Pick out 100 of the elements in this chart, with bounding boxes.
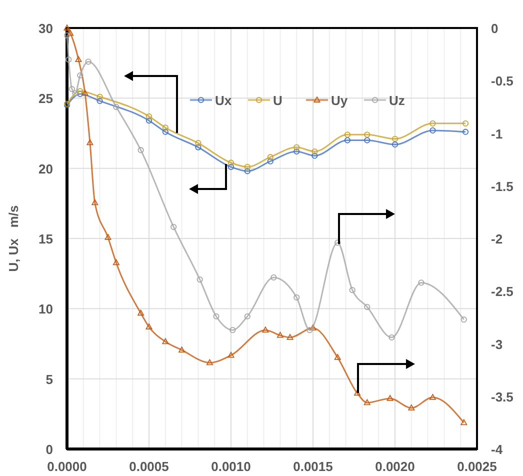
point bbox=[244, 164, 250, 170]
point bbox=[429, 394, 436, 400]
point bbox=[228, 164, 234, 170]
x-tick-label: 0.0015 bbox=[293, 459, 333, 474]
point bbox=[96, 98, 103, 104]
point bbox=[213, 313, 220, 320]
point bbox=[349, 287, 356, 294]
point bbox=[344, 137, 350, 144]
point bbox=[244, 313, 250, 320]
point bbox=[77, 72, 84, 78]
point bbox=[462, 120, 469, 126]
point bbox=[82, 90, 88, 96]
y-axis-title: U, Ux m/s bbox=[6, 205, 21, 272]
point bbox=[244, 168, 250, 174]
point bbox=[386, 395, 394, 401]
y2-tick-label: -0.5 bbox=[491, 74, 514, 89]
point bbox=[96, 94, 103, 100]
point bbox=[68, 86, 75, 92]
point bbox=[408, 404, 415, 410]
y-tick-label: 5 bbox=[46, 372, 53, 387]
legend-label: Uy bbox=[331, 93, 348, 108]
point bbox=[195, 144, 202, 150]
point bbox=[77, 90, 84, 98]
point bbox=[306, 327, 313, 334]
y-tick-label: 20 bbox=[38, 161, 53, 176]
point bbox=[294, 294, 300, 300]
point bbox=[430, 120, 436, 126]
y-tick-label: 30 bbox=[38, 21, 53, 36]
point bbox=[262, 326, 269, 333]
y2-tick-label: -2 bbox=[491, 232, 503, 246]
y2-tick-label: -1.5 bbox=[491, 178, 514, 194]
point bbox=[344, 132, 350, 138]
point bbox=[334, 354, 341, 360]
point bbox=[170, 224, 177, 230]
point bbox=[276, 332, 284, 338]
y2-tick-label: -1 bbox=[491, 126, 503, 142]
point bbox=[310, 324, 316, 330]
point bbox=[430, 127, 436, 134]
point bbox=[146, 323, 152, 330]
x-tick-label: 0.0025 bbox=[457, 459, 497, 474]
point bbox=[195, 140, 202, 146]
point bbox=[146, 113, 152, 120]
y2-tick-label: -2.5 bbox=[491, 284, 514, 300]
point bbox=[228, 160, 234, 166]
point bbox=[312, 148, 318, 155]
point bbox=[67, 30, 74, 36]
point bbox=[77, 88, 84, 94]
y-tick-label: 15 bbox=[38, 232, 53, 246]
y2-tick-label: -3 bbox=[491, 336, 503, 352]
point bbox=[392, 141, 398, 148]
point bbox=[72, 90, 78, 96]
point bbox=[138, 147, 144, 154]
point bbox=[364, 137, 370, 144]
point bbox=[388, 334, 395, 340]
point bbox=[267, 158, 274, 164]
point bbox=[162, 338, 169, 344]
point bbox=[312, 152, 318, 159]
y-tick-label: 0 bbox=[46, 442, 53, 457]
legend-label: Ux bbox=[215, 93, 232, 108]
point bbox=[270, 274, 277, 280]
x-tick-label: 0.0020 bbox=[375, 459, 415, 474]
point bbox=[146, 118, 152, 124]
point bbox=[364, 304, 370, 310]
point bbox=[364, 399, 370, 406]
point bbox=[92, 199, 98, 206]
point bbox=[113, 104, 120, 110]
y2-tick-label: -4 bbox=[491, 442, 504, 457]
point bbox=[460, 316, 467, 323]
point bbox=[294, 148, 300, 155]
point bbox=[334, 240, 341, 246]
point bbox=[462, 128, 469, 135]
point bbox=[206, 359, 213, 366]
point bbox=[178, 346, 186, 353]
point bbox=[267, 154, 274, 160]
point bbox=[228, 352, 234, 358]
y-tick-label: 25 bbox=[38, 91, 53, 106]
legend-label: Uz bbox=[389, 93, 406, 108]
x-tick-label: 0.0005 bbox=[129, 459, 169, 474]
point bbox=[64, 32, 70, 38]
point bbox=[162, 124, 168, 131]
point bbox=[286, 334, 294, 340]
point bbox=[75, 56, 82, 62]
point bbox=[104, 234, 112, 240]
point bbox=[230, 327, 236, 334]
point bbox=[392, 136, 398, 142]
point bbox=[64, 24, 70, 30]
y2-tick-label: -3.5 bbox=[491, 389, 514, 404]
point bbox=[162, 128, 168, 135]
point bbox=[418, 280, 424, 286]
point bbox=[294, 144, 300, 150]
point bbox=[354, 390, 361, 396]
y-tick-label: 10 bbox=[38, 302, 53, 317]
legend-label: U bbox=[273, 93, 282, 108]
x-tick-label: 0.0000 bbox=[47, 459, 87, 474]
x-tick-label: 0.0010 bbox=[211, 459, 251, 474]
y2-tick-label: 0 bbox=[491, 21, 498, 36]
point bbox=[196, 276, 203, 283]
point bbox=[364, 132, 370, 138]
point bbox=[138, 310, 144, 316]
point bbox=[112, 259, 120, 266]
